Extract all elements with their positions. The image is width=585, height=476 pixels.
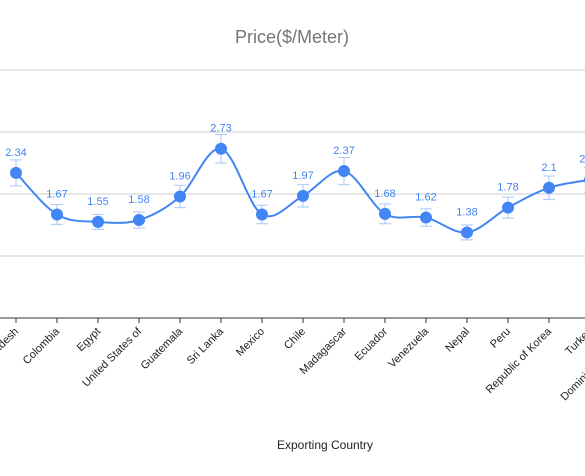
x-axis-title: Exporting Country [277,438,373,452]
x-tick-label: Guatemala [139,325,186,372]
data-label: 1.58 [128,194,149,206]
point [10,166,22,179]
point [502,201,514,214]
data-label: 2.34 [5,147,26,159]
data-label: 1.67 [46,188,67,200]
data-label: 1.62 [415,192,436,204]
x-tick-label: Venezuela [386,325,431,370]
data-label: 1.67 [251,188,272,200]
x-tick-label: Bangladesh [0,326,21,376]
data-label: 2.1 [541,162,556,174]
data-label: 2.37 [333,145,354,157]
x-tick-label: Nepal [443,326,472,355]
point [215,142,227,155]
point [51,208,63,221]
data-label: 1.78 [497,182,518,194]
data-label: 1.96 [169,170,190,182]
data-label: 2.73 [210,123,231,135]
data-label: 1.97 [292,170,313,182]
x-tick-label: Sri Lanka [185,325,227,367]
x-tick-label: Turkey [563,325,585,357]
x-tick-label: Colombia [21,325,63,367]
x-tick-label: Peru [488,326,513,351]
data-label: 1.68 [374,188,395,200]
x-tick-label: Chile [282,326,308,352]
data-label: 1.55 [87,196,108,208]
point [338,165,350,178]
point [379,207,391,220]
point [461,226,473,239]
data-label: 1.38 [456,206,477,218]
chart-title: Price($/Meter) [235,27,349,47]
point [174,190,186,203]
point [543,181,555,194]
x-tick-label: Egypt [75,326,103,354]
point [256,208,268,221]
x-tick-label: Mexico [234,326,267,359]
x-tick-label: Ecuador [353,325,391,363]
point [297,189,309,202]
point [133,214,145,227]
data-label: 2.23 [579,154,585,166]
point [420,211,432,224]
point [92,215,104,228]
